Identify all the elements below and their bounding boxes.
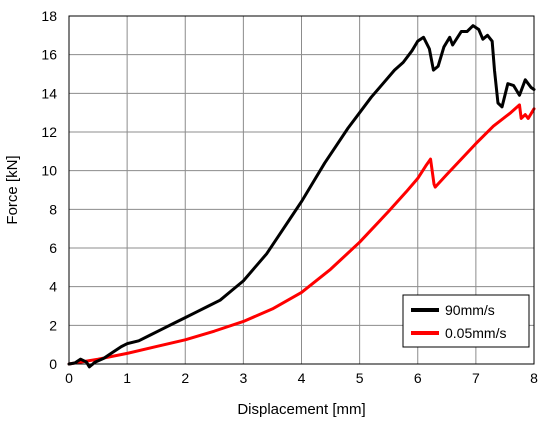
y-tick-label: 12 <box>41 124 57 140</box>
y-tick-label: 10 <box>41 163 57 179</box>
x-tick-label: 3 <box>239 370 247 386</box>
x-tick-label: 5 <box>356 370 364 386</box>
y-tick-labels: 0 2 4 6 8 10 12 14 16 18 <box>41 8 57 372</box>
x-tick-label: 7 <box>472 370 480 386</box>
x-tick-label: 6 <box>414 370 422 386</box>
x-tick-label: 1 <box>123 370 131 386</box>
legend-label-90mm: 90mm/s <box>445 302 495 318</box>
y-tick-label: 16 <box>41 47 57 63</box>
y-tick-label: 8 <box>49 201 57 217</box>
y-axis-title: Force [kN] <box>4 155 21 224</box>
legend: 90mm/s 0.05mm/s <box>403 295 529 347</box>
y-tick-label: 18 <box>41 8 57 24</box>
y-tick-label: 6 <box>49 240 57 256</box>
x-tick-label: 2 <box>181 370 189 386</box>
y-tick-label: 4 <box>49 279 57 295</box>
x-tick-label: 8 <box>530 370 538 386</box>
legend-label-005mm: 0.05mm/s <box>445 325 506 341</box>
y-tick-label: 14 <box>41 85 57 101</box>
y-tick-label: 0 <box>49 356 57 372</box>
x-tick-label: 0 <box>65 370 73 386</box>
x-tick-label: 4 <box>298 370 306 386</box>
x-tick-labels: 0 1 2 3 4 5 6 7 8 <box>65 370 538 386</box>
y-tick-label: 2 <box>49 317 57 333</box>
x-axis-title: Displacement [mm] <box>237 401 365 418</box>
